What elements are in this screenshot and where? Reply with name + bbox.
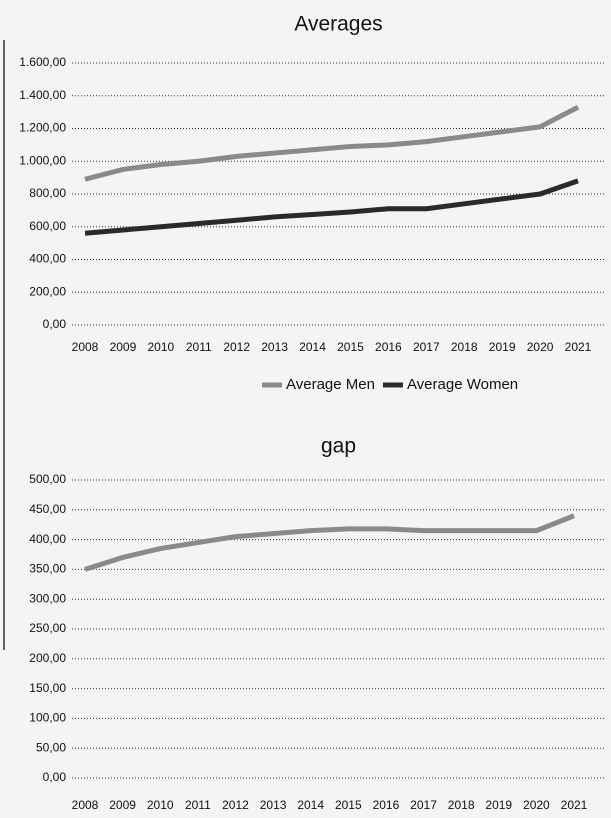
x-tick-label: 2020	[527, 340, 554, 354]
y-tick-label: 450,00	[29, 502, 66, 516]
x-tick-label: 2013	[260, 798, 287, 812]
x-tick-label: 2008	[72, 340, 99, 354]
x-tick-label: 2015	[335, 798, 362, 812]
x-tick-label: 2021	[561, 798, 588, 812]
x-tick-label: 2013	[261, 340, 288, 354]
chart-title: Averages	[294, 13, 382, 36]
x-tick-label: 2020	[523, 798, 550, 812]
x-tick-label: 2010	[147, 340, 174, 354]
y-tick-label: 200,00	[29, 284, 66, 298]
y-tick-label: 200,00	[29, 651, 66, 665]
x-tick-label: 2011	[185, 798, 211, 812]
x-tick-label: 2011	[186, 340, 212, 354]
y-tick-label: 1.400,00	[19, 88, 66, 102]
y-tick-label: 350,00	[29, 562, 66, 576]
x-tick-label: 2016	[373, 798, 400, 812]
y-tick-label: 300,00	[29, 591, 66, 605]
x-tick-label: 2010	[147, 798, 174, 812]
x-tick-label: 2018	[448, 798, 475, 812]
y-tick-label: 250,00	[29, 621, 66, 635]
x-tick-label: 2019	[489, 340, 516, 354]
x-tick-label: 2015	[337, 340, 364, 354]
x-tick-label: 2019	[485, 798, 512, 812]
data-line	[84, 513, 575, 572]
y-tick-label: 100,00	[29, 711, 66, 725]
x-tick-label: 2008	[72, 798, 99, 812]
y-tick-label: 1.200,00	[19, 121, 66, 135]
y-tick-label: 0,00	[43, 317, 67, 331]
y-tick-label: 600,00	[29, 219, 66, 233]
x-tick-label: 2012	[223, 340, 250, 354]
x-tick-label: 2009	[109, 798, 136, 812]
y-tick-label: 800,00	[29, 186, 66, 200]
x-tick-label: 2018	[451, 340, 478, 354]
x-tick-label: 2014	[299, 340, 326, 354]
x-tick-label: 2016	[375, 340, 402, 354]
legend-label: Average Women	[407, 376, 518, 393]
x-tick-label: 2009	[110, 340, 137, 354]
data-line	[84, 104, 580, 182]
y-tick-label: 400,00	[29, 252, 66, 266]
x-tick-label: 2014	[297, 798, 324, 812]
y-tick-label: 0,00	[43, 770, 67, 784]
x-tick-label: 2017	[413, 340, 440, 354]
y-tick-label: 150,00	[29, 681, 66, 695]
legend-label: Average Men	[286, 376, 375, 393]
x-tick-label: 2017	[410, 798, 437, 812]
y-tick-label: 500,00	[29, 472, 66, 486]
y-tick-label: 400,00	[29, 532, 66, 546]
x-tick-label: 2012	[222, 798, 249, 812]
data-line	[84, 178, 579, 236]
x-tick-label: 2021	[565, 340, 592, 354]
y-tick-label: 1.600,00	[19, 55, 66, 69]
chart-title: gap	[321, 435, 356, 458]
y-tick-label: 1.000,00	[19, 153, 66, 167]
y-tick-label: 50,00	[36, 740, 66, 754]
